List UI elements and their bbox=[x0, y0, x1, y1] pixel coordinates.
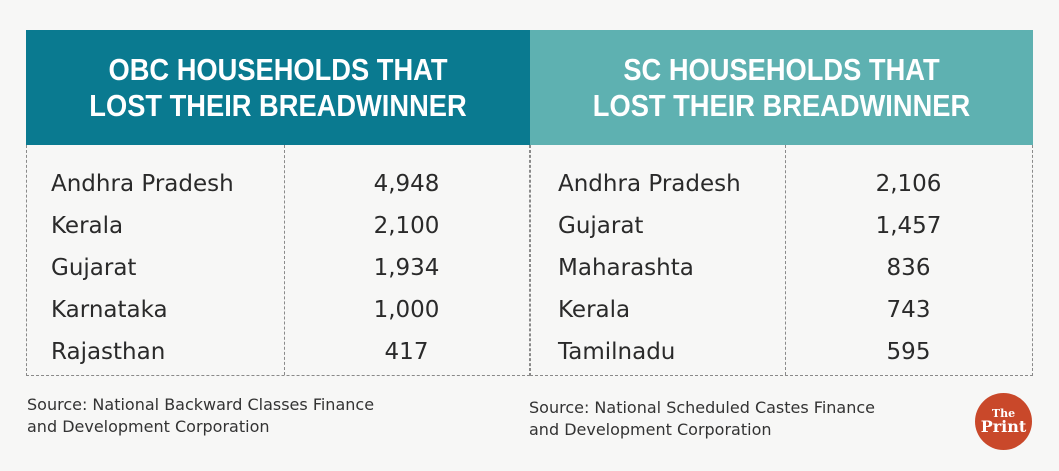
table-row: Kerala 743 bbox=[531, 289, 1032, 331]
state-name: Kerala bbox=[51, 213, 124, 239]
obc-panel: OBC HOUSEHOLDS THAT LOST THEIR BREADWINN… bbox=[26, 30, 530, 376]
sc-panel: SC HOUSEHOLDS THAT LOST THEIR BREADWINNE… bbox=[530, 30, 1033, 376]
household-count: 836 bbox=[886, 255, 931, 281]
state-name: Andhra Pradesh bbox=[51, 171, 234, 197]
state-name: Rajasthan bbox=[51, 339, 166, 365]
state-name: Tamilnadu bbox=[558, 339, 676, 365]
household-count: 1,457 bbox=[875, 213, 942, 239]
state-name: Karnataka bbox=[51, 297, 168, 323]
table-row: Tamilnadu 595 bbox=[531, 331, 1032, 373]
sc-header: SC HOUSEHOLDS THAT LOST THEIR BREADWINNE… bbox=[530, 30, 1033, 145]
table-row: Gujarat 1,457 bbox=[531, 205, 1032, 247]
table-row: Maharashta 836 bbox=[531, 247, 1032, 289]
household-count: 4,948 bbox=[373, 171, 440, 197]
table-row: Karnataka 1,000 bbox=[27, 289, 529, 331]
state-name: Kerala bbox=[558, 297, 631, 323]
household-count: 417 bbox=[384, 339, 429, 365]
source-line: Source: National Backward Classes Financ… bbox=[27, 395, 375, 414]
state-name: Gujarat bbox=[51, 255, 137, 281]
household-count: 595 bbox=[886, 339, 931, 365]
household-count: 2,106 bbox=[875, 171, 942, 197]
table-row: Andhra Pradesh 4,948 bbox=[27, 163, 529, 205]
obc-table: Andhra Pradesh 4,948 Kerala 2,100 Gujarat 1… bbox=[26, 145, 530, 376]
obc-source-note: Source: National Backward Classes Financ… bbox=[27, 394, 374, 438]
state-name: Maharashta bbox=[558, 255, 694, 281]
sc-title-line-2: LOST THEIR BREADWINNER bbox=[592, 87, 971, 123]
table-row: Rajasthan 417 bbox=[27, 331, 529, 373]
source-line: and Development Corporation bbox=[529, 420, 772, 439]
sc-table: Andhra Pradesh 2,106 Gujarat 1,457 Maharas… bbox=[530, 145, 1033, 376]
table-row: Andhra Pradesh 2,106 bbox=[531, 163, 1032, 205]
column-divider bbox=[785, 145, 786, 375]
column-divider bbox=[284, 145, 285, 375]
obc-header: OBC HOUSEHOLDS THAT LOST THEIR BREADWINN… bbox=[26, 30, 530, 145]
table-row: Gujarat 1,934 bbox=[27, 247, 529, 289]
table-row: Kerala 2,100 bbox=[27, 205, 529, 247]
logo-line-2: Print bbox=[980, 417, 1027, 436]
household-count: 2,100 bbox=[373, 213, 440, 239]
household-count: 1,000 bbox=[373, 297, 440, 323]
obc-title-line-2: LOST THEIR BREADWINNER bbox=[89, 87, 467, 123]
sc-source-note: Source: National Scheduled Castes Financ… bbox=[529, 397, 875, 441]
state-name: Andhra Pradesh bbox=[558, 171, 741, 197]
source-line: and Development Corporation bbox=[27, 417, 270, 436]
source-line: Source: National Scheduled Castes Financ… bbox=[529, 398, 876, 417]
theprint-logo: The Print bbox=[975, 393, 1032, 450]
logo-line-1: The bbox=[991, 407, 1016, 420]
sc-title-line-1: SC HOUSEHOLDS THAT bbox=[623, 51, 940, 87]
household-count: 1,934 bbox=[373, 255, 440, 281]
state-name: Gujarat bbox=[558, 213, 644, 239]
obc-title-line-1: OBC HOUSEHOLDS THAT bbox=[108, 51, 448, 87]
household-count: 743 bbox=[886, 297, 931, 323]
